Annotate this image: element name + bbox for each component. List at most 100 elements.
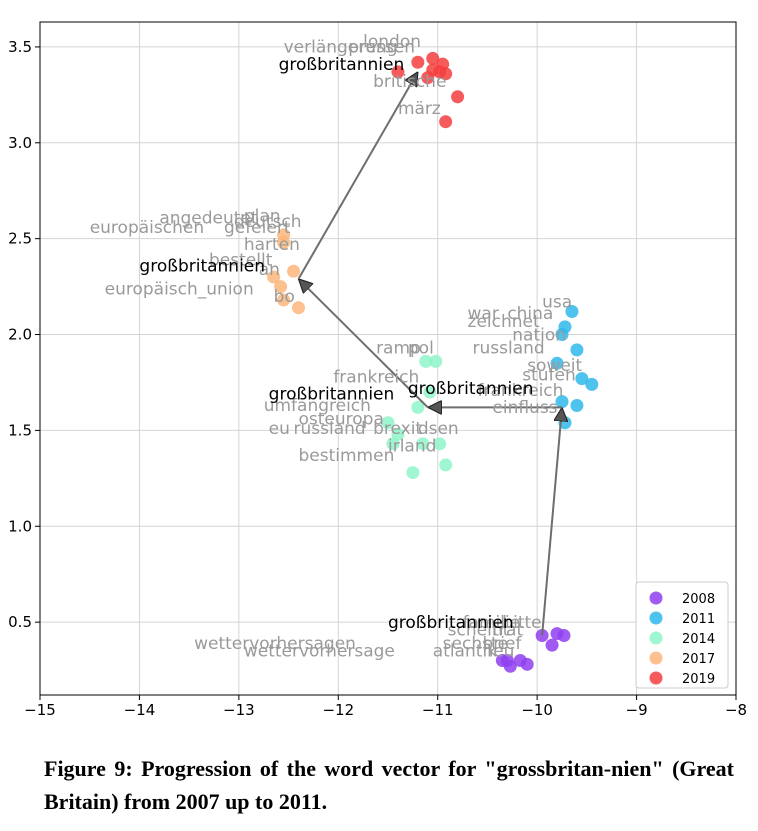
y-tick-label: 3.0 [8, 134, 32, 152]
legend-label: 2019 [682, 672, 715, 687]
word-label: scheint [448, 621, 510, 641]
data-point-2014 [423, 385, 437, 399]
data-point-2019 [421, 71, 435, 85]
word-label: brexit [373, 419, 422, 439]
anchor-word-label: großbritannien [269, 385, 395, 405]
data-point-2011 [585, 377, 599, 391]
word-label: wettervorhersage [244, 642, 395, 662]
word-label: verlängerung [284, 38, 398, 58]
data-point-2008 [557, 629, 571, 643]
x-tick-label: −15 [24, 701, 56, 719]
word-label: zeichnet [468, 312, 540, 332]
x-tick-label: −11 [422, 701, 454, 719]
y-tick-label: 3.5 [8, 38, 32, 56]
data-point-2014 [391, 427, 405, 441]
word-label: wettervorhersagen [194, 634, 356, 654]
data-point-2008 [545, 638, 559, 652]
word-label: war [468, 304, 499, 324]
x-tick-label: −12 [322, 701, 354, 719]
data-point-2014 [386, 437, 400, 451]
data-point-2011 [555, 328, 569, 342]
x-tick-label: −10 [521, 701, 553, 719]
word-label: frankreich [477, 381, 563, 401]
word-label: eu [269, 419, 290, 439]
data-point-2011 [555, 395, 569, 409]
legend-marker-2014 [649, 631, 663, 645]
word-label: atlantik [433, 642, 497, 662]
word-label: soweit [527, 356, 582, 376]
word-label: sechste [443, 634, 508, 654]
data-point-2011 [550, 356, 564, 370]
word-label: ramp [376, 339, 421, 359]
data-point-2011 [570, 398, 584, 412]
data-point-2014 [429, 354, 443, 368]
x-tick-label: −14 [124, 701, 156, 719]
data-point-2014 [406, 466, 420, 480]
word-label: bestellt [209, 251, 273, 271]
y-tick-label: 1.0 [8, 517, 32, 535]
word-label: china [507, 304, 553, 324]
data-point-2014 [439, 458, 453, 472]
data-point-2011 [565, 305, 579, 319]
word-label: russland [294, 419, 366, 439]
data-point-2008 [495, 653, 509, 667]
data-point-2014 [411, 400, 425, 414]
x-tick-label: −13 [223, 701, 255, 719]
y-tick-label: 2.5 [8, 230, 32, 248]
data-point-2011 [570, 343, 584, 357]
word-label: plan [244, 206, 281, 226]
word-label: britische [373, 72, 446, 92]
x-tick-label: −9 [626, 701, 648, 719]
plot-frame [39, 21, 737, 696]
anchor-word-label: großbritannien [279, 55, 405, 75]
word-label: europäisch_union [105, 279, 254, 299]
word-label: usa [542, 293, 572, 313]
data-point-2017 [274, 280, 288, 294]
word-label: bitte [502, 613, 541, 633]
data-point-2014 [433, 437, 447, 451]
data-point-2019 [411, 55, 425, 69]
word-label: pressen [348, 38, 415, 58]
legend-marker-2011 [649, 611, 663, 625]
word-label: bo [274, 287, 295, 307]
word-label: einfluss [492, 398, 557, 418]
anchor-word-label: großbritannien [388, 613, 514, 633]
y-tick-label: 0.5 [8, 613, 32, 631]
data-point-2019 [426, 51, 440, 65]
word-label: an [259, 260, 280, 280]
legend-label: 2017 [682, 652, 715, 667]
word-label: frankreich [333, 367, 419, 387]
trajectory-arrow [541, 407, 562, 636]
trajectory-arrow [299, 279, 429, 409]
scatter-chart: −15 −14 −13 −12 −11 −10 −9 −8 0.5 1.0 1.5 2.0 2.5 3.0… [8, 21, 747, 719]
word-label: gefeiert [224, 218, 291, 238]
legend-label: 2011 [682, 612, 715, 627]
word-label: harten [244, 235, 300, 255]
word-label: familie [463, 613, 521, 633]
legend-label: 2008 [682, 592, 715, 607]
legend-label: 2014 [682, 632, 715, 647]
data-point-2008 [520, 657, 534, 671]
data-point-2019 [451, 90, 465, 104]
data-point-2017 [267, 270, 281, 284]
word-label: deutsch [234, 212, 302, 232]
legend-marker-2008 [649, 591, 663, 605]
legend-marker-2019 [649, 671, 663, 685]
word-label: angedeutet [159, 208, 258, 228]
data-point-2019 [391, 65, 405, 79]
legend-marker-2017 [649, 651, 663, 665]
anchor-word-label: großbritannien [408, 379, 534, 399]
word-label: dsen [418, 419, 459, 439]
word-label: russland [473, 339, 545, 359]
data-point-2019 [439, 115, 453, 129]
data-point-2017 [277, 235, 291, 249]
word-label: pol [408, 339, 434, 359]
word-label: irland [388, 436, 436, 456]
word-label: trat [492, 621, 523, 641]
word-label: nation [512, 325, 566, 345]
word-label: osteuropa [299, 410, 384, 430]
y-tick-label: 1.5 [8, 421, 32, 439]
word-label: umfangreich [264, 396, 371, 416]
data-point-2019 [439, 67, 453, 81]
y-tick-label: 2.0 [8, 326, 32, 344]
